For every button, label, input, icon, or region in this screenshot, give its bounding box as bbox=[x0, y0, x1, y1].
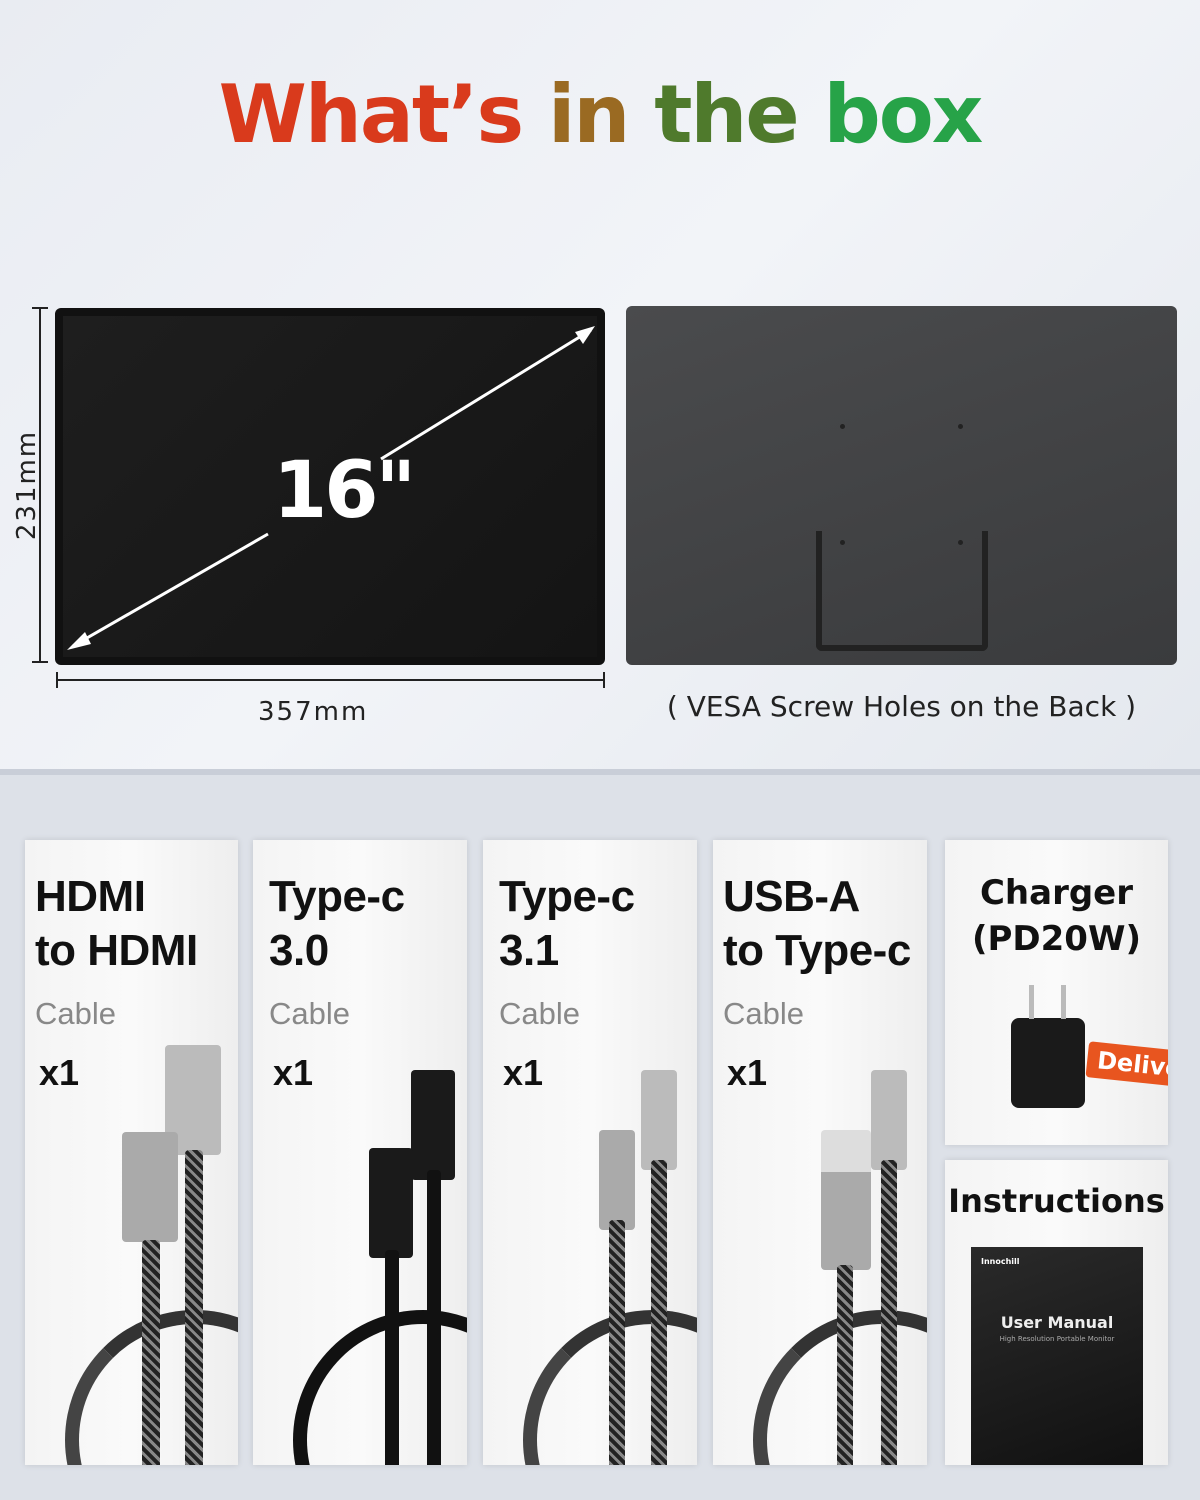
item-card-instructions: Instructions Innochill User Manual High … bbox=[945, 1160, 1168, 1465]
typec-connector bbox=[641, 1070, 677, 1170]
dimension-lines bbox=[32, 307, 605, 688]
manual-brand-logo: Innochill bbox=[981, 1257, 1020, 1266]
charger-title: Charger (PD20W) bbox=[945, 870, 1168, 962]
item-qty: x1 bbox=[39, 1052, 80, 1093]
item-card-typec-31: Type-c 3.1 Cable x1 bbox=[483, 840, 697, 1465]
item-text: Type-c 3.1 Cable x1 bbox=[499, 870, 693, 1094]
title-line: to Type-c bbox=[723, 926, 911, 975]
user-manual: Innochill User Manual High Resolution Po… bbox=[971, 1247, 1143, 1465]
item-title: HDMI to HDMI bbox=[35, 870, 234, 978]
title-line: USB-A bbox=[723, 872, 860, 921]
title-line: HDMI bbox=[35, 872, 146, 921]
monitor-front: 16" bbox=[55, 308, 605, 665]
item-text: HDMI to HDMI Cable x1 bbox=[35, 870, 234, 1094]
item-card-usba-typec: USB-A to Type-c Cable x1 bbox=[713, 840, 927, 1465]
title-line: Charger bbox=[979, 873, 1134, 913]
item-title: Type-c 3.0 bbox=[269, 870, 463, 978]
item-sub: Cable bbox=[269, 996, 350, 1031]
charger-image bbox=[1011, 1018, 1085, 1108]
typec-connector bbox=[369, 1148, 413, 1258]
item-title: Type-c 3.1 bbox=[499, 870, 693, 978]
item-text: Type-c 3.0 Cable x1 bbox=[269, 870, 463, 1094]
item-qty: x1 bbox=[273, 1052, 314, 1093]
title-line: Type-c bbox=[499, 872, 635, 921]
kickstand bbox=[816, 531, 988, 651]
item-text: USB-A to Type-c Cable x1 bbox=[723, 870, 923, 1094]
item-card-hdmi: HDMI to HDMI Cable x1 bbox=[25, 840, 238, 1465]
item-sub: Cable bbox=[35, 996, 116, 1031]
title-line: 3.0 bbox=[269, 926, 329, 975]
title-word: in bbox=[547, 68, 630, 161]
item-sub: Cable bbox=[723, 996, 804, 1031]
item-card-typec-30: Type-c 3.0 Cable x1 bbox=[253, 840, 467, 1465]
delivery-tag: Delivery bbox=[1085, 1041, 1168, 1091]
title-word: box bbox=[823, 68, 984, 161]
title-word: the bbox=[654, 68, 799, 161]
item-card-charger: Charger (PD20W) Delivery bbox=[945, 840, 1168, 1145]
item-sub: Cable bbox=[499, 996, 580, 1031]
title-line: 3.1 bbox=[499, 926, 559, 975]
monitor-back bbox=[626, 306, 1177, 665]
item-qty: x1 bbox=[727, 1052, 768, 1093]
typec-connector bbox=[599, 1130, 635, 1230]
page-title: What’s in the box bbox=[0, 68, 1200, 161]
diagonal-size: 16" bbox=[273, 446, 416, 536]
typec-connector bbox=[871, 1070, 907, 1170]
hdmi-connector bbox=[122, 1132, 178, 1242]
title-word: What’s bbox=[218, 68, 524, 161]
item-qty: x1 bbox=[503, 1052, 544, 1093]
item-title: USB-A to Type-c bbox=[723, 870, 923, 978]
typec-connector bbox=[411, 1070, 455, 1180]
height-label: 231mm bbox=[12, 429, 43, 541]
usba-connector bbox=[821, 1130, 871, 1270]
title-line: to HDMI bbox=[35, 926, 198, 975]
diagonal-arrow bbox=[67, 326, 595, 650]
instructions-title: Instructions bbox=[948, 1182, 1165, 1220]
back-caption: ( VESA Screw Holes on the Back ) bbox=[666, 690, 1137, 723]
manual-subtitle: High Resolution Portable Monitor bbox=[999, 1335, 1115, 1343]
manual-title: User Manual bbox=[1000, 1313, 1114, 1332]
title-line: (PD20W) bbox=[971, 919, 1142, 959]
monitor-section: What’s in the box 231mm 357mm 16" ( VESA… bbox=[0, 0, 1200, 775]
width-label: 357mm bbox=[258, 697, 369, 727]
title-line: Type-c bbox=[269, 872, 405, 921]
